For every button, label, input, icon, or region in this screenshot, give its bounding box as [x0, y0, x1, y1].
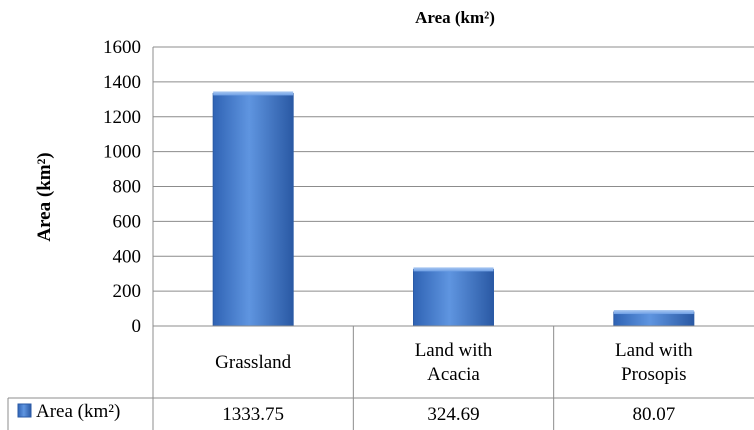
legend-swatch [17, 403, 32, 418]
category-label: Land with [415, 340, 493, 361]
data-value-label: 1333.75 [222, 404, 284, 425]
bar-cap [613, 310, 694, 315]
chart-title: Area (km²) [415, 8, 495, 27]
y-tick-label: 200 [113, 281, 142, 302]
bar-body [413, 268, 494, 327]
bar [212, 91, 294, 327]
y-tick-label: 600 [113, 211, 142, 232]
category-label: Grassland [215, 352, 291, 373]
bar [613, 310, 695, 327]
bar-cap [213, 91, 294, 96]
y-tick-label: 1000 [103, 142, 141, 163]
bar-body [613, 311, 695, 327]
bar [413, 267, 494, 327]
category-label: Land with [615, 340, 693, 361]
data-value-label: 80.07 [632, 404, 675, 425]
data-value-label: 324.69 [427, 404, 479, 425]
y-tick-label: 400 [113, 246, 142, 267]
category-label: Prosopis [621, 364, 686, 385]
y-tick-label: 1400 [103, 72, 141, 93]
y-tick-labels: 0 200 400 600 800 1000 1200 1400 1600 [103, 37, 141, 337]
y-tick-label: 1200 [103, 107, 141, 128]
data-table: Grassland Land with Acacia Land with Prosopi… [7, 325, 754, 430]
y-tick-label: 0 [132, 316, 142, 337]
legend-label: Area (km²) [36, 401, 120, 422]
y-tick-label: 1600 [103, 37, 141, 58]
bars [212, 91, 695, 327]
category-label: Acacia [427, 364, 480, 385]
bar-cap [413, 267, 494, 272]
y-tick-label: 800 [113, 177, 142, 198]
bar-body [212, 92, 294, 327]
